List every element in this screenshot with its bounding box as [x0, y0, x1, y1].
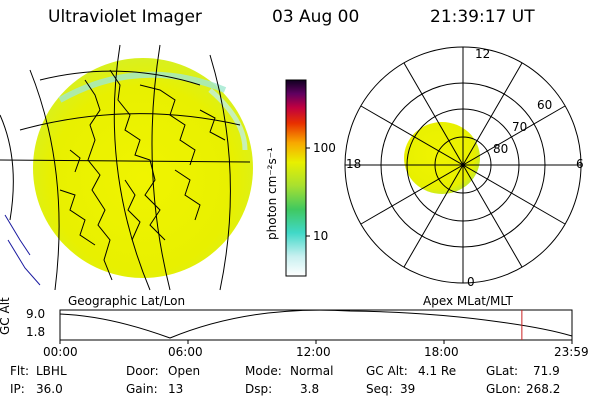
lat-label-70: 70: [512, 120, 528, 134]
date-label: 03 Aug 00: [272, 7, 360, 27]
mode-value: Normal: [290, 364, 334, 378]
dsp-label: Dsp:: [245, 382, 273, 396]
mlt-label-6: 6: [576, 157, 584, 171]
apex-panel-label: Apex MLat/MLT: [423, 294, 513, 308]
lat-label-60: 60: [537, 98, 553, 112]
glon-label: GLon:: [486, 382, 521, 396]
auroral-oval: [404, 122, 480, 194]
xtick-1800: 18:00: [424, 345, 459, 359]
colorbar-tick-100: 100: [313, 141, 336, 155]
door-value: Open: [168, 364, 201, 378]
glon-value: 268.2: [526, 382, 561, 396]
mlt-label-12: 12: [475, 47, 491, 61]
xtick-0000: 00:00: [43, 345, 78, 359]
xtick-2359: 23:59: [554, 345, 589, 359]
ip-label: IP:: [10, 382, 25, 396]
colorbar-tick-10: 10: [313, 229, 329, 243]
filter-label: Flt:: [10, 364, 29, 378]
earth-disk: [33, 58, 253, 278]
ip-value: 36.0: [36, 382, 63, 396]
altitude-curve: [59, 309, 573, 339]
coastlines: [59, 69, 226, 281]
glat-value: 71.9: [533, 364, 560, 378]
lat-label-80: 80: [493, 142, 509, 156]
coast-blue-lines: [4, 214, 41, 286]
mlt-label-0: 0: [467, 275, 475, 289]
seq-value: 39: [400, 382, 416, 396]
geographic-panel-label: Geographic Lat/Lon: [68, 294, 186, 308]
altitude-plot: [59, 309, 573, 344]
gain-label: Gain:: [126, 382, 158, 396]
seq-label: Seq:: [366, 382, 393, 396]
time-label: 21:39:17 UT: [430, 7, 535, 27]
polar-plot: [344, 46, 582, 284]
xtick-1200: 12:00: [296, 345, 331, 359]
gc-alt-value: 4.1 Re: [418, 364, 457, 378]
app-title: Ultraviolet Imager: [48, 7, 202, 27]
colorbar: [285, 79, 307, 277]
xtick-0600: 06:00: [168, 345, 203, 359]
gc-alt-label: GC Alt:: [366, 364, 408, 378]
mlt-label-18: 18: [346, 157, 362, 171]
filter-value: LBHL: [36, 364, 67, 378]
altitude-ymin: 1.8: [26, 325, 46, 339]
door-label: Door:: [126, 364, 159, 378]
colorbar-unit-label: photon cm⁻²s⁻¹: [265, 147, 279, 240]
altitude-ylabel: GC Alt: [0, 297, 12, 335]
glat-label: GLat:: [486, 364, 519, 378]
mode-label: Mode:: [245, 364, 282, 378]
gain-value: 13: [168, 382, 184, 396]
dsp-value: 3.8: [300, 382, 320, 396]
altitude-ymax: 9.0: [26, 307, 46, 321]
